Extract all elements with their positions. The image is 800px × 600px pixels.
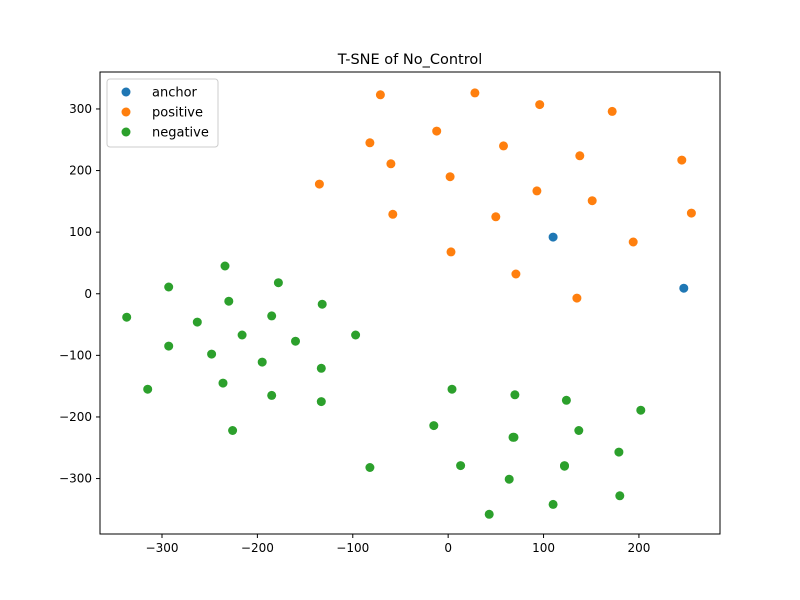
point-negative-12 [207,349,217,359]
point-negative-24 [636,405,646,415]
point-negative-22 [510,390,520,400]
point-negative-16 [143,384,153,394]
point-positive-4 [365,138,375,148]
point-positive-14 [388,209,398,219]
point-positive-11 [532,186,542,196]
point-negative-10 [291,336,300,346]
plot-frame [99,71,721,535]
point-negative-17 [267,390,277,400]
point-positive-2 [535,100,545,110]
point-positive-1 [470,88,480,98]
point-anchor-0 [548,232,558,242]
y-tick-label-3: 0 [84,287,92,301]
point-negative-18 [316,397,326,407]
point-negative-35 [509,432,519,442]
point-negative-8 [237,330,247,340]
point-negative-13 [257,357,267,367]
point-anchor-1 [679,283,689,293]
legend-label-negative: negative [152,126,209,141]
point-negative-6 [267,311,277,321]
point-positive-20 [572,293,582,303]
point-positive-7 [575,151,585,161]
point-negative-30 [504,474,514,484]
point-negative-32 [615,491,625,501]
point-positive-8 [677,155,687,165]
point-negative-9 [351,330,361,340]
y-tick-label-6: 300 [69,102,92,116]
point-negative-15 [218,378,228,388]
legend-marker-positive [121,107,131,117]
point-positive-18 [628,237,638,247]
point-negative-11 [164,341,174,351]
legend: anchor positive negative [106,78,219,148]
x-axis: −300 −200 −100 0 100 200 [146,534,650,555]
data-points [122,88,696,519]
legend-box [106,78,219,148]
y-tick-label-4: 100 [69,225,92,239]
point-negative-27 [574,426,584,435]
x-tick-label-5: 200 [627,541,650,555]
x-tick-label-1: −200 [241,541,274,555]
point-positive-6 [499,141,508,151]
x-tick-label-3: 0 [444,541,452,555]
point-positive-16 [686,208,696,218]
legend-label-positive: positive [152,106,203,121]
point-positive-12 [587,196,597,206]
point-negative-3 [224,296,234,306]
point-positive-17 [446,247,456,257]
point-negative-29 [456,461,466,471]
point-negative-5 [122,312,132,322]
point-negative-14 [316,363,326,373]
y-tick-label-0: −300 [59,472,92,486]
y-axis: −300 −200 −100 0 100 200 300 [59,102,100,486]
point-negative-28 [614,447,624,457]
point-negative-4 [317,299,327,309]
x-tick-label-4: 100 [532,541,555,555]
point-negative-7 [192,317,202,327]
legend-marker-negative [121,127,131,137]
point-positive-19 [511,269,521,279]
point-negative-20 [365,463,375,472]
legend-label-anchor: anchor [152,86,198,101]
point-positive-15 [491,212,501,222]
point-negative-34 [484,509,494,519]
point-negative-33 [548,499,558,509]
chart-title: T-SNE of No_Control [337,52,483,68]
point-positive-9 [386,159,396,169]
point-negative-19 [228,426,238,435]
x-tick-label-0: −300 [146,541,179,555]
point-negative-2 [164,282,174,292]
point-negative-23 [561,395,571,405]
point-positive-5 [432,126,442,136]
point-positive-10 [445,172,455,182]
point-positive-0 [375,90,385,100]
point-negative-36 [560,461,569,471]
legend-marker-anchor [121,87,131,97]
point-positive-3 [607,106,617,116]
point-negative-21 [447,384,457,394]
y-tick-label-2: −100 [59,348,92,362]
point-positive-13 [314,179,324,189]
point-negative-1 [273,278,283,288]
point-negative-25 [429,421,439,431]
x-tick-label-2: −100 [336,541,369,555]
y-tick-label-5: 200 [69,164,92,178]
y-tick-label-1: −200 [59,410,92,424]
point-negative-0 [220,261,230,271]
